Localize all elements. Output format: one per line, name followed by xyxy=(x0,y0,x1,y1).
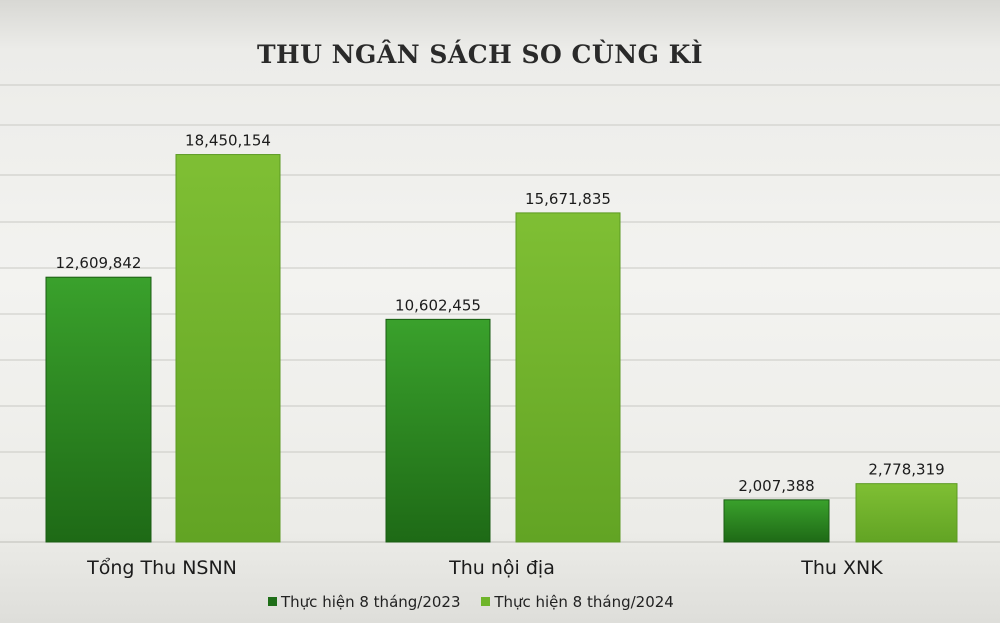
bar-2-1 xyxy=(855,483,958,543)
bar-0-0 xyxy=(45,276,152,543)
category-label-1: Thu nội địa xyxy=(448,557,555,579)
legend-label-2023: Thực hiện 8 tháng/2023 xyxy=(281,593,461,611)
data-label-0-1: 18,450,154 xyxy=(185,132,271,150)
bar-0-1 xyxy=(175,154,281,543)
data-label-1-1: 15,671,835 xyxy=(525,190,611,208)
bar-2-0 xyxy=(723,499,830,543)
legend-item-2024: Thực hiện 8 tháng/2024 xyxy=(481,593,674,611)
legend-item-2023: Thực hiện 8 tháng/2023 xyxy=(268,593,461,611)
chart-title: THU NGÂN SÁCH SO CÙNG KÌ xyxy=(256,40,704,69)
data-label-2-1: 2,778,319 xyxy=(868,461,944,479)
data-label-2-0: 2,007,388 xyxy=(738,477,814,495)
data-label-1-0: 10,602,455 xyxy=(395,296,481,314)
bar-1-1 xyxy=(515,212,621,543)
legend-swatch-2023 xyxy=(268,597,277,606)
bar-1-0 xyxy=(385,318,491,543)
category-label-2: Thu XNK xyxy=(800,557,883,579)
legend: Thực hiện 8 tháng/2023 Thực hiện 8 tháng… xyxy=(268,593,690,611)
legend-label-2024: Thực hiện 8 tháng/2024 xyxy=(494,593,674,611)
legend-swatch-2024 xyxy=(481,597,491,606)
category-label-0: Tổng Thu NSNN xyxy=(86,557,237,579)
data-label-0-0: 12,609,842 xyxy=(56,254,142,272)
